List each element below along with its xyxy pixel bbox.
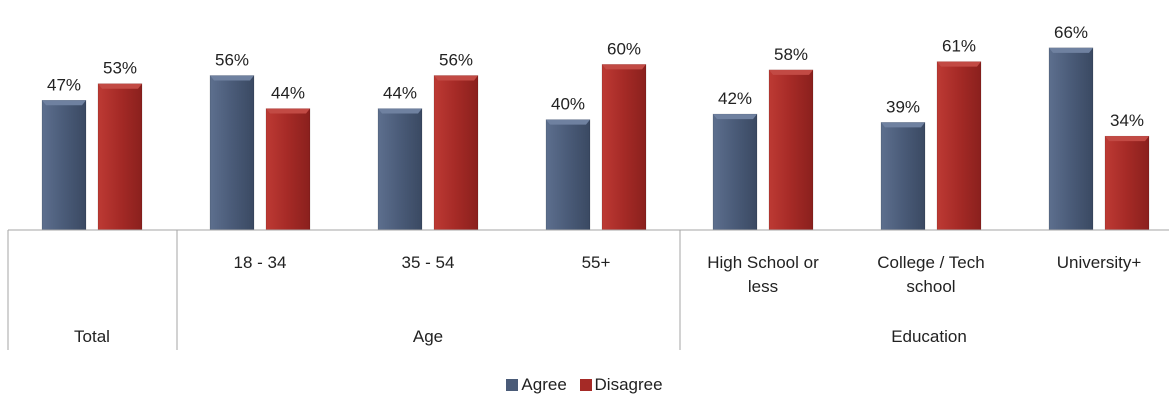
category-label-layer: 18 - 34 35 - 54 55+ High School or less Colle… [74,253,1141,346]
value-label-layer: 47% 56% 44% 40% 42% 39% 66% 53% 44% 56% 60% 58% 61% 3… [47,23,1144,130]
category-label-5-1: school [906,277,955,296]
bar-bevel-disagree-5 [937,61,981,67]
bar-disagree-5 [936,61,982,231]
category-label-5-0: College / Tech [877,253,984,272]
bar-disagree-4 [768,69,814,231]
category-axis-table [7,229,1169,350]
bar-bevel-disagree-3 [602,64,646,70]
bar-bevel-agree-2 [378,108,422,114]
group-label-education: Education [891,327,967,346]
bar-bevel-disagree-2 [434,75,478,81]
bar-disagree-6 [1104,135,1150,231]
bar-bevel-agree-1 [210,75,254,81]
value-label-disagree-1: 44% [271,84,305,103]
bar-bevel-agree-0 [42,100,86,106]
chart: 47% 56% 44% 40% 42% 39% 66% 53% 44% 56% 60% 58% 61% 3… [7,23,1169,350]
bar-agree-4 [712,113,758,231]
legend-label-disagree: Disagree [594,375,663,394]
value-label-agree-6: 66% [1054,23,1088,42]
value-label-disagree-6: 34% [1110,111,1144,130]
category-label-4-1: less [748,277,778,296]
group-label-total: Total [74,327,110,346]
bar-disagree-1 [265,108,311,231]
bar-layer [41,47,1150,231]
value-label-disagree-5: 61% [942,37,976,56]
category-label-2-0: 35 - 54 [402,253,455,272]
bar-bevel-agree-5 [881,122,925,128]
value-label-disagree-4: 58% [774,45,808,64]
bar-bevel-agree-3 [546,119,590,125]
legend-label-agree: Agree [521,375,567,394]
value-label-agree-3: 40% [551,95,585,114]
value-label-agree-0: 47% [47,75,81,94]
bar-agree-1 [209,75,255,231]
legend-item-disagree: Disagree [579,374,663,396]
bar-agree-2 [377,108,423,231]
bar-bevel-disagree-0 [98,83,142,89]
bar-disagree-0 [97,83,143,231]
bar-bevel-disagree-6 [1105,136,1149,142]
legend-item-agree: Agree [506,374,567,396]
category-label-6-0: University+ [1057,253,1142,272]
value-label-agree-4: 42% [718,89,752,108]
bar-disagree-2 [433,75,479,231]
bar-bevel-disagree-1 [266,108,310,114]
category-label-4-0: High School or [707,253,819,272]
bar-bevel-disagree-4 [769,69,813,75]
group-label-age: Age [413,327,443,346]
bar-agree-5 [880,122,926,231]
bar-agree-0 [41,100,87,231]
bar-agree-3 [545,119,591,231]
legend: Agree Disagree [0,374,1169,397]
legend-swatch-disagree [579,379,592,391]
bar-bevel-agree-6 [1049,47,1093,53]
bar-disagree-3 [601,64,647,231]
category-label-3-0: 55+ [582,253,611,272]
value-label-agree-1: 56% [215,50,249,69]
bar-bevel-agree-4 [713,114,757,120]
value-label-disagree-3: 60% [607,39,641,58]
value-label-agree-2: 44% [383,84,417,103]
value-label-disagree-0: 53% [103,59,137,78]
legend-swatch-agree [506,379,519,391]
category-label-1-0: 18 - 34 [234,253,287,272]
value-label-agree-5: 39% [886,97,920,116]
bar-agree-6 [1048,47,1094,231]
value-label-disagree-2: 56% [439,50,473,69]
